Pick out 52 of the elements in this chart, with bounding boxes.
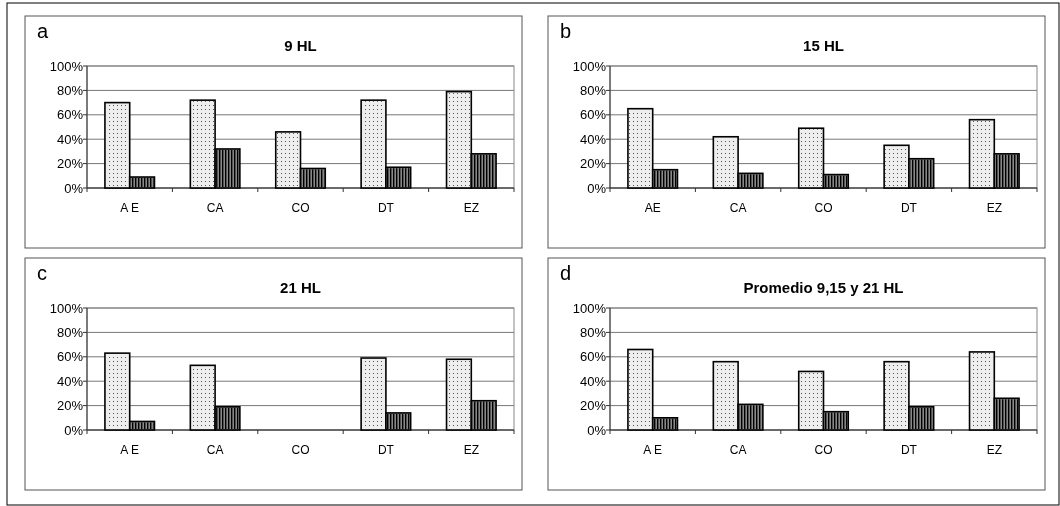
y-tick-label: 80% <box>56 82 84 98</box>
text: b <box>560 20 572 42</box>
y-tick-label: 100% <box>572 300 607 316</box>
x-tick-label: CO <box>814 201 833 215</box>
x-tick-label: EZ <box>463 443 479 457</box>
x-tick-label: CO <box>291 201 310 215</box>
x-tick-label: DT <box>900 443 918 457</box>
text: d <box>560 262 572 284</box>
x-tick-label: CO <box>814 443 833 457</box>
y-tick-label: 20% <box>56 398 84 414</box>
x-tick-label: CA <box>729 201 747 215</box>
y-tick-label: 80% <box>56 324 84 340</box>
chart-title: 21 HL <box>280 279 321 296</box>
x-tick-label: EZ <box>986 443 1002 457</box>
y-tick-label: 0% <box>64 422 84 438</box>
x-tick-label: DT <box>377 443 395 457</box>
y-tick-label: 0% <box>587 422 607 438</box>
y-tick-label: 20% <box>579 156 607 172</box>
y-tick-label: 60% <box>56 349 84 365</box>
chart-title: 9 HL <box>284 37 317 54</box>
chart-title: Promedio 9,15 y 21 HL <box>743 279 904 296</box>
x-tick-label: CA <box>206 201 224 215</box>
x-tick-label: DT <box>377 201 395 215</box>
chart-title: 15 HL <box>803 37 844 54</box>
y-tick-label: 40% <box>56 131 84 147</box>
y-tick-label: 60% <box>579 349 607 365</box>
y-tick-label: 100% <box>49 58 84 74</box>
y-tick-label: 80% <box>579 82 607 98</box>
x-tick-label: AE <box>644 201 661 215</box>
text: c <box>37 262 47 284</box>
y-tick-label: 40% <box>579 373 607 389</box>
y-tick-label: 20% <box>579 398 607 414</box>
y-tick-label: 100% <box>49 300 84 316</box>
x-tick-label: CA <box>206 443 224 457</box>
x-tick-label: CO <box>291 443 310 457</box>
x-tick-label: A E <box>120 443 140 457</box>
x-tick-label: A E <box>643 443 663 457</box>
x-tick-label: DT <box>900 201 918 215</box>
x-tick-label: A E <box>120 201 140 215</box>
y-tick-label: 80% <box>579 324 607 340</box>
y-tick-label: 0% <box>64 180 84 196</box>
y-tick-label: 0% <box>587 180 607 196</box>
y-tick-label: 60% <box>56 107 84 123</box>
x-tick-label: CA <box>729 443 747 457</box>
y-tick-label: 100% <box>572 58 607 74</box>
y-tick-label: 40% <box>56 373 84 389</box>
y-tick-label: 20% <box>56 156 84 172</box>
text: a <box>37 20 49 42</box>
x-tick-label: EZ <box>986 201 1002 215</box>
y-tick-label: 40% <box>579 131 607 147</box>
y-tick-label: 60% <box>579 107 607 123</box>
x-tick-label: EZ <box>463 201 479 215</box>
